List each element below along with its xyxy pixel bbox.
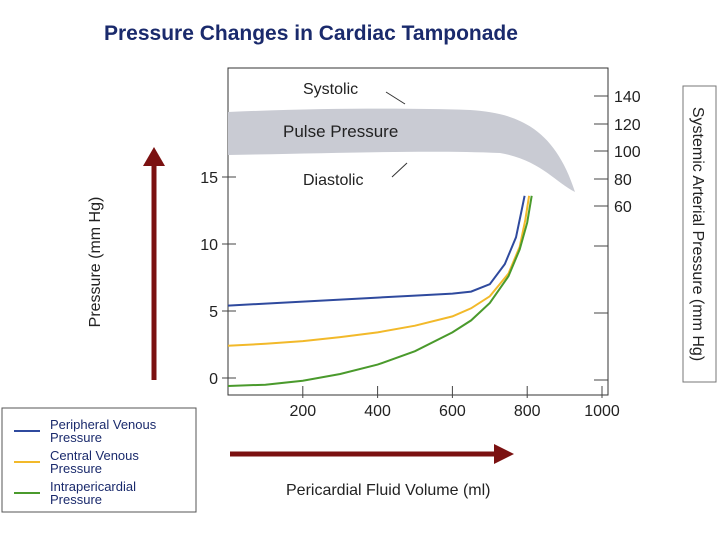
left-tick-label: 5 [209,304,218,321]
legend-box [1,407,197,513]
x-tick-label: 600 [439,403,466,420]
right-tick-label: 80 [614,172,632,189]
pulse-pressure-band [228,108,575,192]
systolic-label: Systolic [303,81,358,98]
legend-label: Peripheral Venous Pressure [50,417,157,445]
x-tick-label: 1000 [584,403,620,420]
systolic-pointer [385,91,406,105]
y-axis-label-right: Systemic Arterial Pressure (mm Hg) [689,107,706,361]
y-axis-label-left: Pressure (mm Hg) [87,197,104,328]
right-axis-label-box [682,85,717,383]
legend: Peripheral Venous Pressure Central Venous P… [14,417,157,507]
x-tick-label: 800 [514,403,541,420]
left-tick-label: 10 [200,237,218,254]
right-tick-label: 100 [614,144,641,161]
pulse-pressure-label: Pulse Pressure [283,122,398,141]
right-tick-label: 140 [614,89,641,106]
legend-label: Central Venous Pressure [50,448,139,476]
right-tick-label: 120 [614,117,641,134]
pressure-up-arrowhead [143,147,165,166]
left-y-axis: 0 5 10 15 [200,170,236,388]
series-line-1 [227,195,531,347]
x-tick-label: 400 [364,403,391,420]
series-layer [227,195,533,387]
x-axis-label: Pericardial Fluid Volume (ml) [286,482,491,499]
x-tick-label: 200 [289,403,316,420]
chart-title: Pressure Changes in Cardiac Tamponade [104,22,518,45]
diastolic-label: Diastolic [303,172,363,189]
left-tick-label: 0 [209,371,218,388]
diastolic-pointer [391,162,408,178]
right-tick-label: 60 [614,199,632,216]
plot-frame [227,67,609,396]
series-line-2 [227,195,533,387]
x-axis: 200 400 600 800 1000 [289,386,620,420]
right-y-axis: 140 120 100 80 60 [594,89,641,381]
left-tick-label: 15 [200,170,218,187]
series-line-0 [227,195,526,307]
volume-right-arrowhead [494,444,514,464]
legend-label: Intrapericardial Pressure [50,479,136,507]
